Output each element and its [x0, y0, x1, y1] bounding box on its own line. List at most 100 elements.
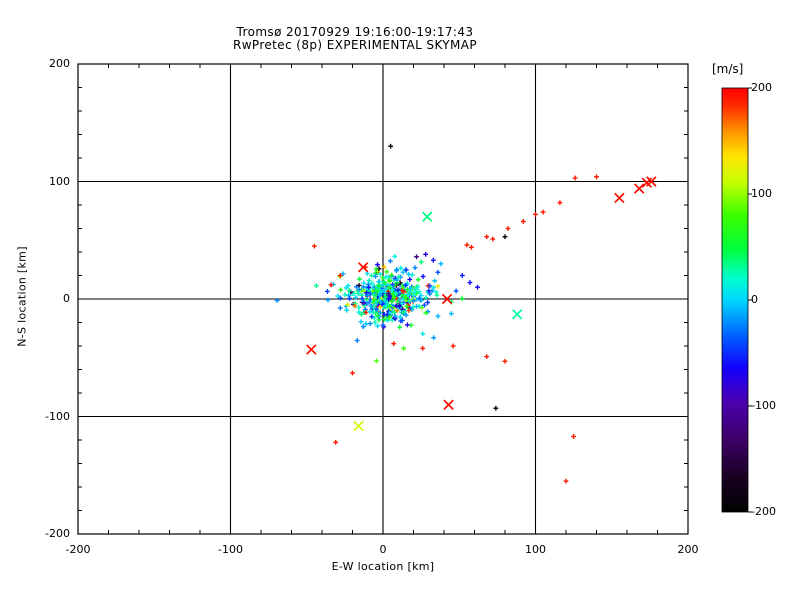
data-point	[364, 296, 370, 302]
data-point	[469, 244, 474, 250]
data-point	[431, 285, 436, 291]
data-point	[387, 285, 392, 291]
data-point	[406, 298, 412, 304]
data-point	[408, 285, 414, 291]
data-point	[355, 291, 361, 297]
data-point	[328, 282, 334, 288]
data-point	[363, 321, 369, 327]
data-point	[387, 258, 393, 264]
data-point-large	[357, 262, 369, 273]
data-point	[374, 307, 380, 313]
data-point	[386, 291, 391, 297]
colorbar	[721, 87, 749, 513]
data-point	[375, 313, 381, 319]
y-tick-label: -200	[45, 527, 70, 540]
data-point	[401, 345, 407, 351]
data-point	[381, 312, 387, 317]
data-point	[335, 293, 341, 299]
data-point	[410, 304, 416, 310]
data-point	[422, 302, 427, 308]
data-point	[467, 280, 473, 285]
data-point	[376, 283, 382, 289]
data-point	[571, 434, 577, 439]
data-point	[378, 299, 384, 304]
data-point	[403, 295, 409, 301]
data-point	[394, 268, 399, 274]
data-point	[404, 303, 410, 309]
data-point	[346, 288, 352, 294]
colorbar-unit-label: [m/s]	[712, 62, 744, 76]
data-point	[431, 335, 437, 341]
data-point	[356, 287, 362, 292]
data-point	[409, 307, 415, 313]
data-point	[364, 293, 370, 299]
data-point	[372, 297, 377, 303]
data-point-large	[441, 293, 453, 305]
data-point	[364, 290, 370, 296]
data-point-large	[646, 176, 657, 187]
data-point	[406, 308, 412, 313]
data-point	[411, 298, 417, 304]
data-point	[453, 288, 459, 294]
data-point	[459, 273, 465, 278]
data-point	[387, 303, 393, 309]
data-point	[416, 289, 422, 295]
data-point-large	[422, 211, 433, 222]
data-point	[337, 305, 343, 311]
data-point	[430, 257, 436, 263]
data-point	[369, 280, 375, 286]
y-tick-label: 100	[49, 174, 70, 188]
data-point	[376, 279, 382, 285]
data-point	[388, 143, 394, 149]
data-point	[432, 278, 438, 284]
data-point	[502, 234, 508, 240]
data-point	[377, 310, 383, 316]
data-point	[363, 310, 369, 315]
colorbar-tick-label: 0	[751, 293, 758, 306]
data-point	[395, 287, 401, 293]
data-point-large	[614, 192, 625, 204]
data-point	[484, 354, 490, 359]
data-point	[383, 294, 389, 300]
data-point	[423, 310, 429, 316]
data-point	[414, 290, 420, 296]
data-point	[407, 277, 413, 282]
data-point	[397, 324, 403, 330]
colorbar-tick-label: 100	[751, 187, 772, 200]
data-point	[367, 309, 373, 315]
data-point	[459, 296, 465, 301]
data-point	[381, 287, 387, 293]
data-point	[420, 331, 426, 337]
data-point	[385, 318, 390, 323]
data-point	[357, 276, 362, 282]
data-point	[382, 280, 387, 286]
data-point-large	[353, 420, 364, 432]
data-point	[392, 313, 398, 319]
data-point	[350, 370, 355, 376]
data-point	[378, 304, 383, 310]
data-point	[380, 275, 386, 281]
data-point	[399, 300, 405, 306]
grid-lines	[78, 64, 688, 534]
data-point	[434, 292, 440, 298]
data-point	[360, 324, 366, 330]
data-point	[311, 243, 317, 249]
x-tick-label: -100	[218, 543, 243, 556]
data-point	[353, 295, 359, 300]
data-point	[425, 300, 431, 305]
data-point	[364, 301, 370, 307]
data-point	[394, 277, 400, 283]
data-point	[423, 295, 429, 301]
data-point	[414, 254, 419, 260]
plot-frame	[77, 63, 689, 535]
data-point	[381, 264, 387, 270]
data-point	[420, 274, 426, 279]
data-point	[389, 287, 395, 293]
data-point	[333, 439, 339, 445]
data-point	[325, 297, 331, 303]
data-point	[475, 284, 480, 290]
x-tick-label: 200	[677, 543, 699, 556]
data-point	[356, 305, 362, 310]
data-point	[399, 288, 405, 293]
